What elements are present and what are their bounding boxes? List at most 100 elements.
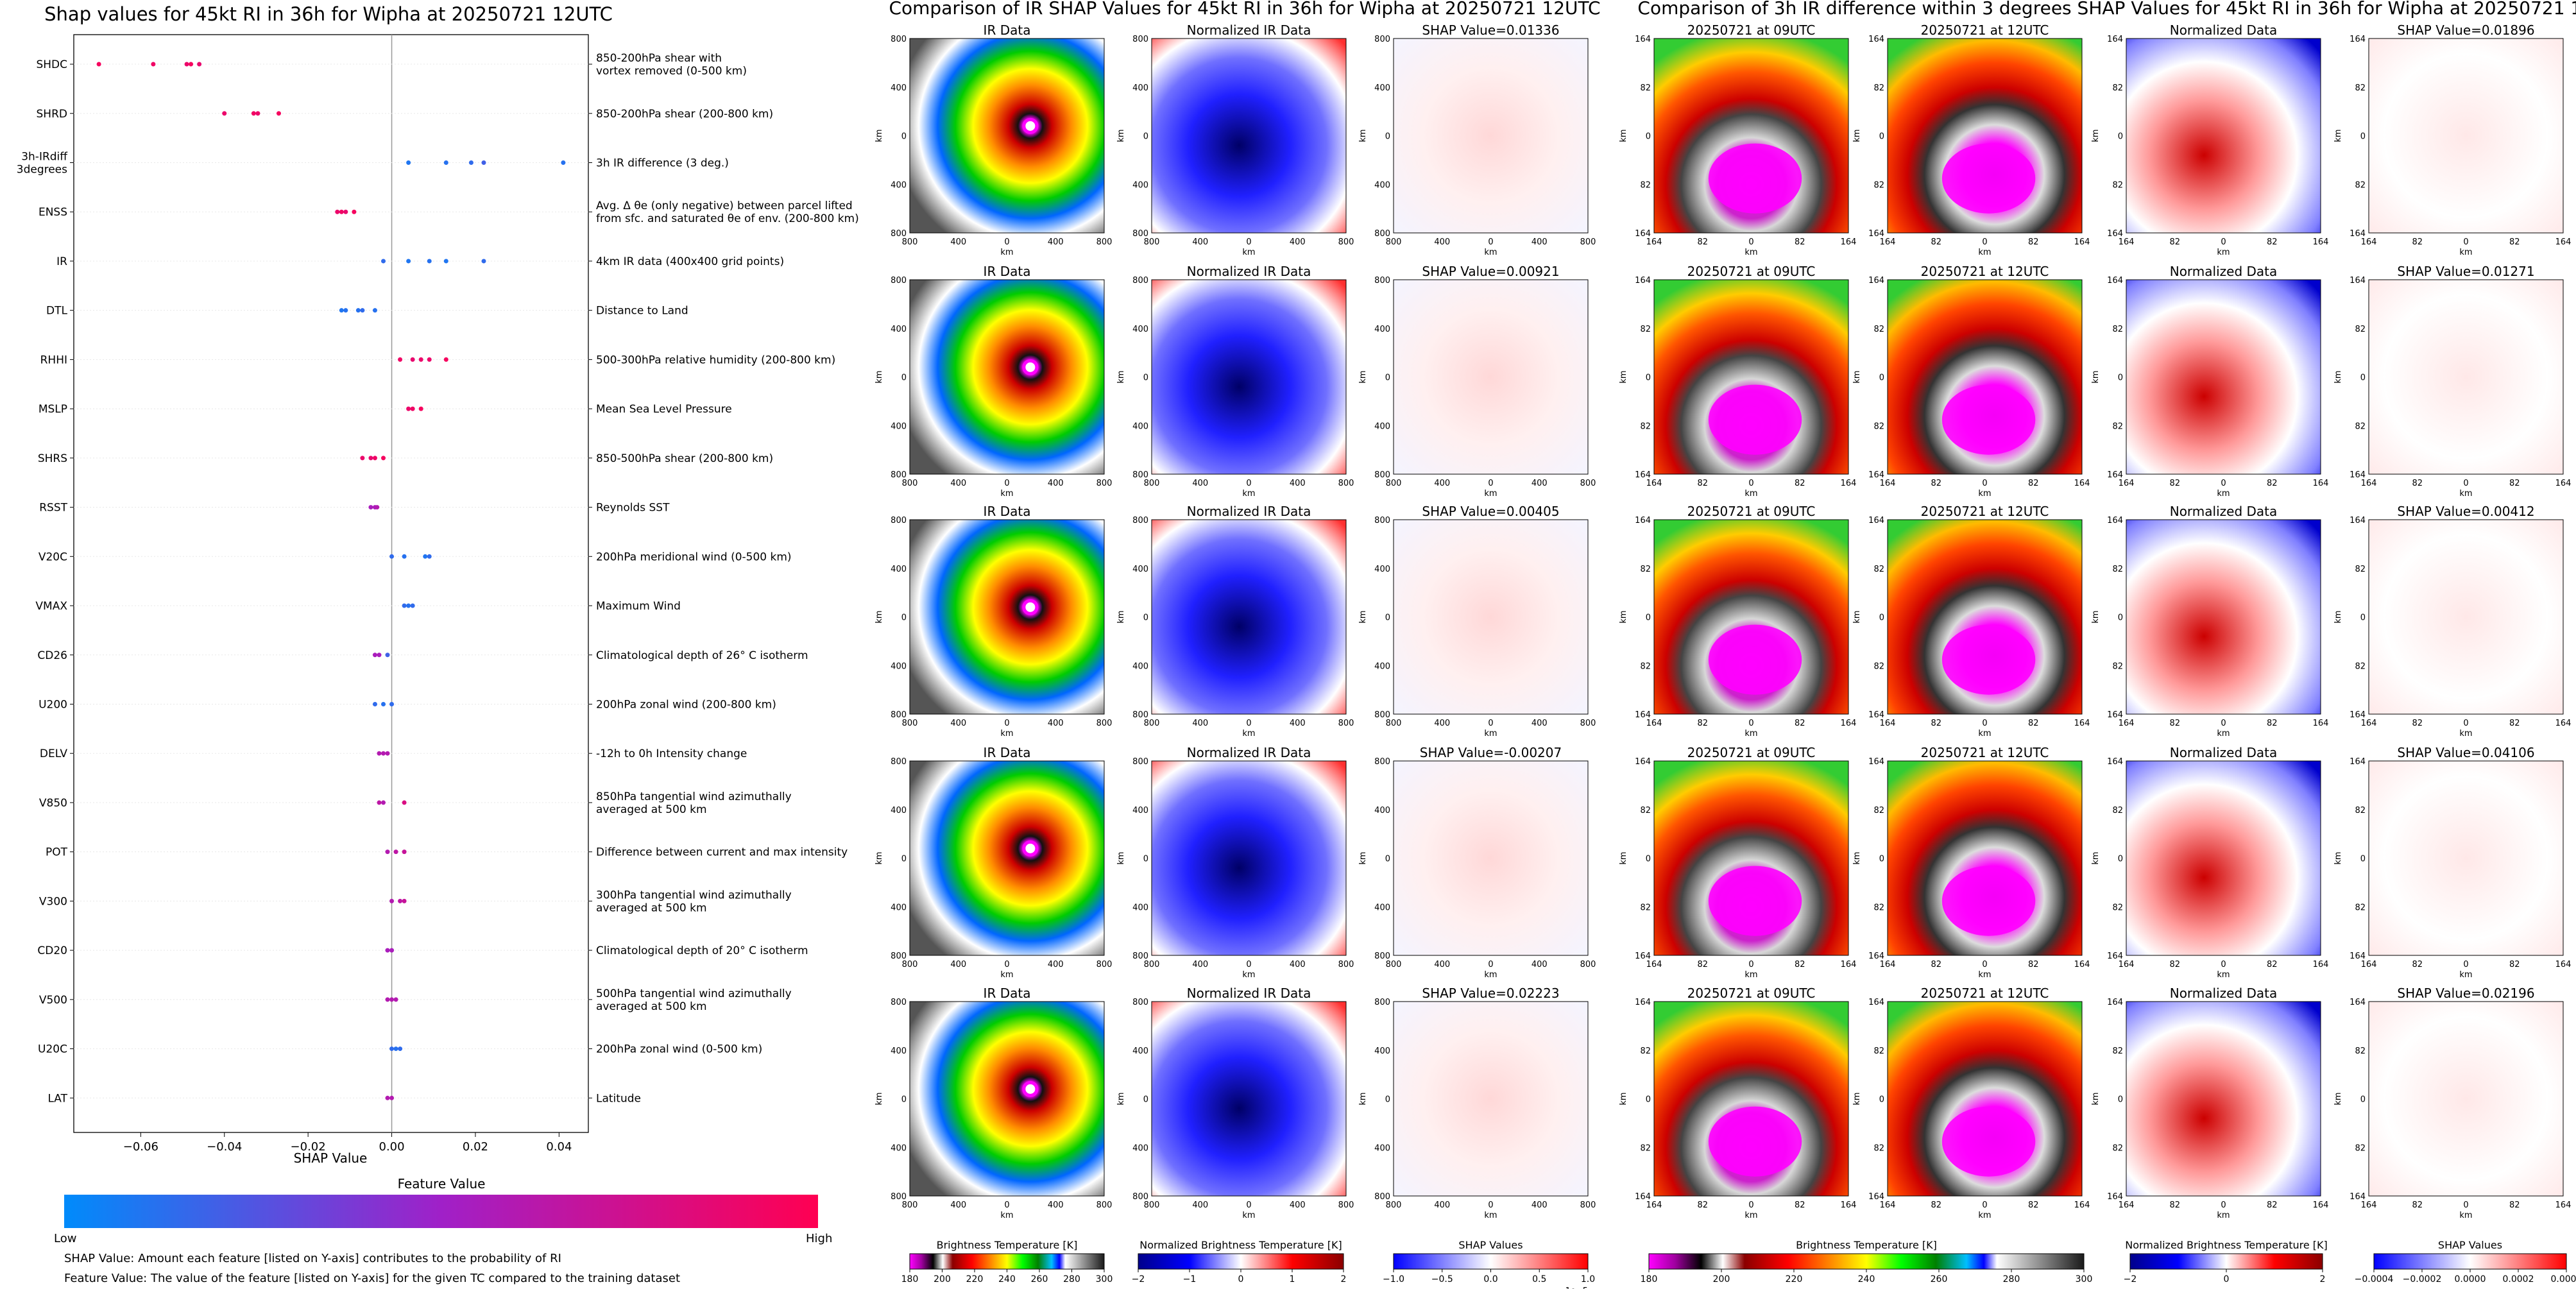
storm-eye-marker bbox=[1022, 359, 1039, 375]
panel-x-tick-label: 82 bbox=[2509, 237, 2520, 247]
panel-y-axis-label: km bbox=[1619, 851, 1628, 864]
panel-y-tick-label: 164 bbox=[2107, 1192, 2123, 1202]
panel-y-tick-label: 82 bbox=[2355, 1143, 2366, 1153]
shap-point bbox=[389, 701, 395, 706]
panel-x-tick-label: 800 bbox=[1338, 237, 1354, 247]
feature-description-label: Avg. Δ θe (only negative) between parcel… bbox=[596, 200, 853, 212]
panel-y-tick-label: 164 bbox=[1868, 998, 1884, 1007]
panel-y-tick-label: 800 bbox=[1132, 710, 1148, 720]
panel-title: Normalized Data bbox=[2170, 264, 2278, 279]
panel-x-axis-label: km bbox=[1242, 489, 1255, 499]
panel-x-axis-label: km bbox=[2217, 729, 2230, 738]
panel-y-tick-label: 164 bbox=[1635, 1192, 1651, 1202]
feature-name-label: V500 bbox=[39, 994, 67, 1007]
shap-point bbox=[360, 308, 365, 313]
panel-x-tick-label: 164 bbox=[2555, 960, 2572, 969]
colorbar-tick-label: 2 bbox=[1341, 1274, 1347, 1285]
panel-x-tick-label: 164 bbox=[1880, 960, 1896, 969]
panel-x-tick-label: 164 bbox=[2074, 237, 2090, 247]
panel-y-axis-label: km bbox=[874, 1092, 884, 1105]
panel-y-tick-label: 82 bbox=[1873, 903, 1884, 912]
panel-y-axis-label: km bbox=[1116, 129, 1126, 142]
panel-x-axis-label: km bbox=[2217, 970, 2230, 980]
panel-y-axis-label: km bbox=[1116, 1092, 1126, 1105]
panel-title: 20250721 at 12UTC bbox=[1921, 264, 2049, 279]
panel-y-tick-label: 800 bbox=[891, 470, 907, 480]
feature-description-label: 3h IR difference (3 deg.) bbox=[596, 157, 729, 169]
panel-y-tick-label: 400 bbox=[1374, 565, 1390, 574]
panel-y-tick-label: 82 bbox=[2112, 1046, 2123, 1056]
panel-x-tick-label: 164 bbox=[2119, 1200, 2135, 1210]
panel-y-tick-label: 0 bbox=[1385, 1095, 1390, 1105]
normalized-diff-panel bbox=[2126, 519, 2321, 715]
panel-x-tick-label: 164 bbox=[2074, 479, 2090, 488]
cold-cloud-region bbox=[1941, 1106, 2036, 1177]
shap-point bbox=[339, 209, 344, 214]
panel-y-tick-label: 164 bbox=[2350, 229, 2366, 239]
panel-x-axis-label: km bbox=[2459, 248, 2472, 257]
panel-x-tick-label: 0 bbox=[1004, 479, 1009, 488]
panel-y-tick-label: 400 bbox=[1132, 1143, 1148, 1153]
panel-x-tick-label: 400 bbox=[950, 719, 966, 728]
panel-x-tick-label: 800 bbox=[1144, 960, 1160, 969]
panel-y-tick-label: 800 bbox=[891, 1192, 907, 1202]
cold-cloud-region bbox=[1708, 624, 1802, 695]
feature-description-label: Maximum Wind bbox=[596, 600, 681, 613]
shap-point bbox=[443, 357, 448, 362]
shap-point bbox=[189, 62, 194, 67]
x-tick-label: −0.06 bbox=[123, 1140, 158, 1154]
panel-y-tick-label: 400 bbox=[1132, 903, 1148, 912]
panel-y-tick-label: 82 bbox=[2355, 662, 2366, 671]
feature-name-label: CD26 bbox=[37, 649, 67, 662]
panel-y-tick-label: 82 bbox=[2112, 806, 2123, 815]
panel-x-tick-label: 82 bbox=[2028, 719, 2039, 728]
panel-x-tick-label: 800 bbox=[1338, 960, 1354, 969]
feature-name-label: RHHI bbox=[40, 354, 67, 366]
panel-x-tick-label: 0 bbox=[1004, 719, 1009, 728]
panel-y-axis-label: km bbox=[1619, 610, 1628, 623]
shap-point bbox=[352, 209, 357, 214]
panel-y-tick-label: 82 bbox=[2112, 565, 2123, 574]
panel-y-tick-label: 164 bbox=[1868, 952, 1884, 961]
panel-x-tick-label: 800 bbox=[1338, 1200, 1354, 1210]
panel-x-tick-label: 400 bbox=[1048, 719, 1064, 728]
panel-x-tick-label: 82 bbox=[2028, 479, 2039, 488]
feature-description-label: Climatological depth of 20° C isotherm bbox=[596, 944, 808, 957]
panel-x-tick-label: 82 bbox=[1795, 719, 1805, 728]
feature-name-label: MSLP bbox=[38, 403, 67, 416]
feature-description-label: 4km IR data (400x400 grid points) bbox=[596, 255, 784, 268]
panel-y-tick-label: 400 bbox=[891, 565, 907, 574]
shap-point bbox=[222, 111, 227, 116]
shap-point bbox=[377, 653, 382, 658]
panel-y-tick-label: 164 bbox=[1868, 229, 1884, 239]
colorbar-tick-label: 300 bbox=[2076, 1274, 2093, 1285]
panel-x-tick-label: 82 bbox=[2028, 237, 2039, 247]
shap-point bbox=[427, 357, 432, 362]
panel-x-tick-label: 164 bbox=[1841, 960, 1857, 969]
panel-y-tick-label: 164 bbox=[1868, 1192, 1884, 1202]
panel-y-tick-label: 800 bbox=[1374, 1192, 1390, 1202]
panel-y-tick-label: 400 bbox=[891, 83, 907, 93]
panel-x-tick-label: 164 bbox=[2074, 960, 2090, 969]
panel-y-tick-label: 82 bbox=[1873, 422, 1884, 431]
panel-x-tick-label: 82 bbox=[2267, 479, 2278, 488]
panel-x-tick-label: 164 bbox=[2313, 960, 2329, 969]
panel-x-tick-label: 164 bbox=[2555, 1200, 2572, 1210]
panel-title: IR Data bbox=[984, 22, 1031, 38]
panel-x-tick-label: 0 bbox=[1982, 237, 1987, 247]
panel-x-tick-label: 0 bbox=[1748, 479, 1753, 488]
shap-point bbox=[381, 800, 386, 805]
shap-point bbox=[398, 1046, 403, 1052]
panel-y-tick-label: 400 bbox=[1132, 565, 1148, 574]
panel-y-tick-label: 82 bbox=[2112, 1143, 2123, 1153]
panel-y-tick-label: 82 bbox=[2112, 180, 2123, 190]
panel-y-axis-label: km bbox=[1852, 610, 1862, 623]
panel-x-tick-label: 0 bbox=[1982, 1200, 1987, 1210]
feature-description-label: averaged at 500 km bbox=[596, 901, 707, 914]
panel-x-tick-label: 800 bbox=[902, 1200, 918, 1210]
panel-y-tick-label: 400 bbox=[1132, 83, 1148, 93]
shap-point bbox=[402, 898, 407, 903]
panel-x-axis-label: km bbox=[1000, 1211, 1013, 1220]
panel-x-tick-label: 164 bbox=[2361, 719, 2377, 728]
panel-x-tick-label: 164 bbox=[1646, 719, 1662, 728]
